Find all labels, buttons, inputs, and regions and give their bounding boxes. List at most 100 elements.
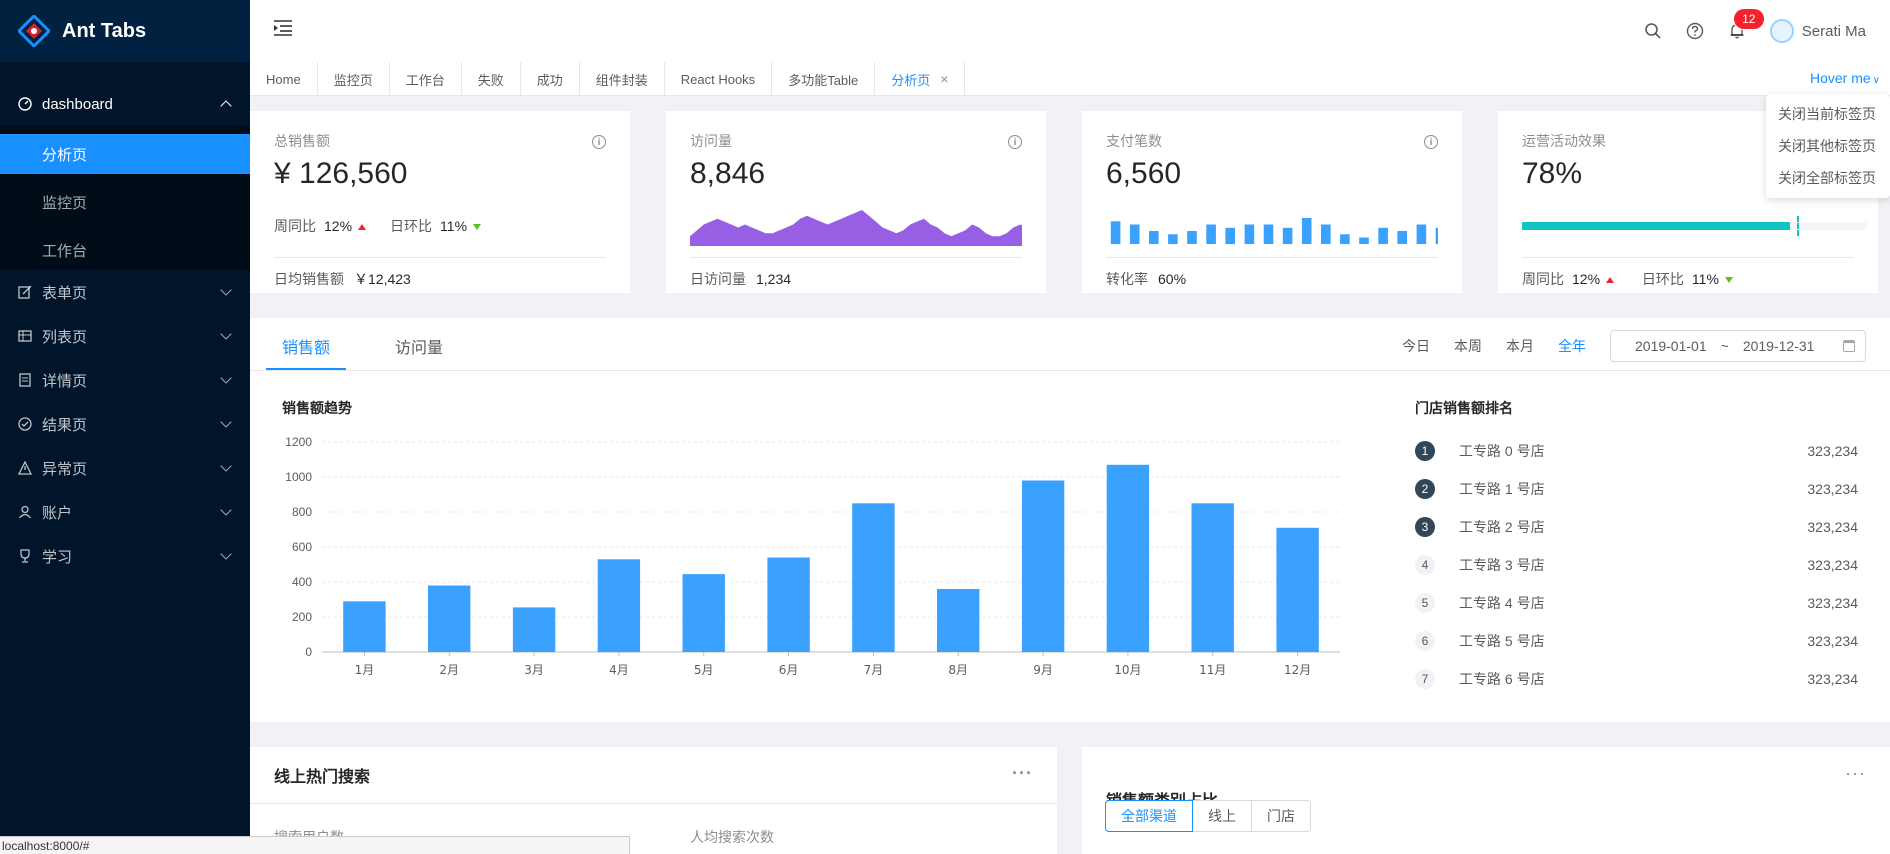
tab-8[interactable]: 分析页 × xyxy=(875,62,966,96)
rank-row: 4 工专路 3 号店 323,234 xyxy=(1415,546,1858,584)
sidebar-item-form[interactable]: 表单页 xyxy=(0,270,250,314)
search-icon[interactable] xyxy=(1644,22,1662,40)
sales-bar[interactable] xyxy=(512,607,556,652)
sales-bar[interactable] xyxy=(682,574,725,652)
payment-bar xyxy=(1225,227,1235,245)
y-tick-label: 1200 xyxy=(285,435,312,449)
tab-5[interactable]: 组件封装 xyxy=(580,62,665,96)
sidebar-item-analysis[interactable]: 分析页 xyxy=(0,134,250,174)
caret-down-icon xyxy=(1724,277,1733,284)
warning-icon xyxy=(18,461,32,475)
tab-6[interactable]: React Hooks xyxy=(665,62,773,96)
sidebar-item-label: 学习 xyxy=(42,548,73,566)
channel-online-button[interactable]: 线上 xyxy=(1192,800,1252,832)
y-tick-label: 800 xyxy=(292,505,312,519)
info-circle-icon[interactable]: i xyxy=(1424,135,1438,149)
more-icon[interactable]: ··· xyxy=(1012,763,1033,783)
tab-visits[interactable]: 访问量 xyxy=(395,340,444,357)
close-other-tabs-item[interactable]: 关闭其他标签页 xyxy=(1778,138,1876,154)
sidebar-item-label: 详情页 xyxy=(42,372,88,390)
trend-label: 周同比 xyxy=(274,218,316,234)
payment-bar xyxy=(1359,237,1369,244)
channel-all-button[interactable]: 全部渠道 xyxy=(1105,800,1193,832)
table-icon xyxy=(18,329,32,343)
sidebar-item-result[interactable]: 结果页 xyxy=(0,402,250,446)
x-tick-label: 2月 xyxy=(439,663,459,677)
range-month[interactable]: 本月 xyxy=(1506,338,1534,354)
sidebar-item-exception[interactable]: 异常页 xyxy=(0,446,250,490)
info-circle-icon[interactable]: i xyxy=(1008,135,1022,149)
rank-row: 1 工专路 0 号店 323,234 xyxy=(1415,432,1858,470)
range-week[interactable]: 本周 xyxy=(1454,338,1482,354)
rank-row: 6 工专路 5 号店 323,234 xyxy=(1415,622,1858,660)
close-all-tabs-item[interactable]: 关闭全部标签页 xyxy=(1778,170,1876,186)
x-tick-label: 12月 xyxy=(1284,663,1311,677)
more-icon[interactable]: ··· xyxy=(1845,763,1866,783)
tab-label: 多功能Table xyxy=(788,72,859,88)
rank-row: 2 工专路 1 号店 323,234 xyxy=(1415,470,1858,508)
tab-sales[interactable]: 销售额 xyxy=(282,340,331,357)
x-tick-label: 7月 xyxy=(864,663,884,677)
sidebar-item-label: 账户 xyxy=(42,504,73,522)
channel-store-button[interactable]: 门店 xyxy=(1251,800,1311,832)
tab-4[interactable]: 成功 xyxy=(521,62,580,96)
card-footer: 日均销售额 ￥12,423 xyxy=(274,257,606,289)
sales-bar[interactable] xyxy=(937,589,980,652)
sidebar-item-detail[interactable]: 详情页 xyxy=(0,358,250,402)
close-current-tab-item[interactable]: 关闭当前标签页 xyxy=(1778,106,1876,122)
payment-bar xyxy=(1378,227,1388,245)
chevron-down-icon xyxy=(220,284,232,296)
range-year[interactable]: 全年 xyxy=(1558,338,1586,354)
payment-bar xyxy=(1168,234,1178,245)
hover-me-dropdown-trigger[interactable]: Hover me ∨ xyxy=(1810,70,1880,86)
menu-fold-icon[interactable] xyxy=(274,20,292,36)
tab-0[interactable]: Home xyxy=(250,62,318,96)
wow-trend: 周同比 12% xyxy=(274,216,367,236)
chevron-down-icon xyxy=(220,328,232,340)
sales-bar[interactable] xyxy=(428,585,471,653)
sidebar-item-account[interactable]: 账户 xyxy=(0,490,250,534)
tab-1[interactable]: 监控页 xyxy=(318,62,390,96)
footer-value: ￥12,423 xyxy=(354,271,411,287)
store-name: 工专路 0 号店 xyxy=(1459,443,1545,459)
range-links: 今日 本周 本月 全年 xyxy=(1402,336,1586,356)
store-sales: 323,234 xyxy=(1807,633,1858,649)
rank-number: 7 xyxy=(1415,669,1435,689)
card-value: ¥ 126,560 xyxy=(274,157,408,190)
sales-bar[interactable] xyxy=(1106,464,1150,653)
tab-3[interactable]: 失败 xyxy=(462,62,521,96)
sales-bar[interactable] xyxy=(767,557,810,653)
store-sales: 323,234 xyxy=(1807,519,1858,535)
sidebar-item-workplace[interactable]: 工作台 xyxy=(42,242,88,260)
sales-bar[interactable] xyxy=(1276,527,1319,653)
x-tick-label: 10月 xyxy=(1114,663,1141,677)
sidebar-item-monitor[interactable]: 监控页 xyxy=(42,194,88,212)
trend-label: 日环比 xyxy=(1641,271,1684,287)
sidebar-item-dashboard[interactable]: dashboard xyxy=(0,82,250,126)
date-range-picker[interactable]: 2019-01-01 ~ 2019-12-31 xyxy=(1610,330,1866,362)
notification-bell[interactable]: 12 xyxy=(1728,9,1764,40)
sales-bar[interactable] xyxy=(1191,503,1234,653)
close-icon[interactable]: × xyxy=(940,71,949,87)
sales-tabs: 销售额 访问量 今日 本周 本月 全年 2019-01-01 ~ 2019-12… xyxy=(250,318,1890,371)
tab-2[interactable]: 工作台 xyxy=(390,62,462,96)
payment-bar xyxy=(1416,224,1427,244)
footer-label: 日均销售额 xyxy=(274,271,344,287)
payment-bar xyxy=(1129,224,1140,244)
sales-bar[interactable] xyxy=(852,503,895,653)
card-value: 6,560 xyxy=(1106,157,1182,190)
sales-bar[interactable] xyxy=(1021,480,1065,653)
tab-label: 组件封装 xyxy=(595,72,648,88)
range-today[interactable]: 今日 xyxy=(1402,338,1430,354)
store-name: 工专路 1 号店 xyxy=(1459,481,1545,497)
sales-bar[interactable] xyxy=(343,601,386,653)
question-circle-icon[interactable] xyxy=(1686,22,1704,40)
sidebar-item-learn[interactable]: 学习 xyxy=(0,534,250,578)
sidebar-item-list[interactable]: 列表页 xyxy=(0,314,250,358)
info-circle-icon[interactable]: i xyxy=(592,135,606,149)
tab-7[interactable]: 多功能Table xyxy=(772,62,876,96)
logo[interactable]: Ant Tabs xyxy=(0,0,250,62)
chart-title: 销售额趋势 xyxy=(282,400,352,416)
user-menu[interactable]: Serati Ma xyxy=(1769,19,1866,43)
sales-bar[interactable] xyxy=(597,559,641,653)
